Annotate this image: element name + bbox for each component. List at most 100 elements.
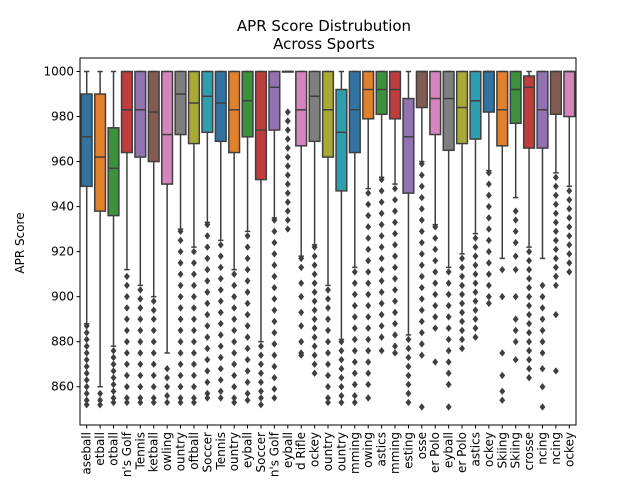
outlier-point xyxy=(298,351,305,359)
outlier-point xyxy=(445,358,452,366)
outlier-point xyxy=(485,214,492,222)
outlier-point xyxy=(485,169,492,177)
outlier-point xyxy=(485,247,492,256)
outlier-point xyxy=(123,315,130,323)
outlier-point xyxy=(405,362,412,371)
x-tick-label: otball xyxy=(107,432,121,466)
outlier-point xyxy=(244,299,251,308)
outlier-point xyxy=(418,329,425,337)
outlier-point xyxy=(123,326,130,335)
outlier-point xyxy=(459,263,465,272)
outlier-point xyxy=(351,279,358,287)
outlier-point xyxy=(392,263,398,272)
outlier-point xyxy=(552,272,559,281)
iqr-box xyxy=(509,70,522,125)
iqr-box xyxy=(147,70,160,163)
iqr-box xyxy=(522,75,536,149)
box-34 xyxy=(536,70,549,411)
outlier-point xyxy=(123,349,130,357)
outlier-point xyxy=(164,365,171,373)
outlier-point xyxy=(244,322,251,330)
outlier-point xyxy=(365,335,372,344)
outlier-point xyxy=(392,286,398,294)
outlier-point xyxy=(418,306,425,314)
outlier-point xyxy=(552,245,559,254)
box-17 xyxy=(308,70,321,377)
outlier-point xyxy=(338,374,345,382)
outlier-point xyxy=(539,292,546,301)
x-tick-label: eyball xyxy=(442,432,456,468)
outlier-point xyxy=(204,394,211,402)
outlier-point xyxy=(110,398,117,407)
iqr-box xyxy=(442,70,455,152)
outlier-point xyxy=(191,398,197,407)
outlier-point xyxy=(271,374,278,382)
outlier-point xyxy=(258,351,264,359)
outlier-point xyxy=(445,347,452,355)
outlier-point xyxy=(459,335,465,344)
outlier-point xyxy=(526,247,533,256)
outlier-point xyxy=(378,333,385,341)
outlier-point xyxy=(552,227,559,236)
y-tick-label: 900 xyxy=(51,290,74,304)
x-tick-label: Tennis xyxy=(214,432,228,470)
outlier-point xyxy=(365,211,372,220)
outlier-point xyxy=(244,356,251,364)
box-25 xyxy=(415,70,428,411)
outlier-point xyxy=(432,256,439,265)
outlier-point xyxy=(432,358,439,366)
outlier-point xyxy=(204,288,211,296)
outlier-point xyxy=(445,279,452,287)
iqr-box xyxy=(496,70,509,147)
outlier-point xyxy=(418,182,425,191)
outlier-point xyxy=(566,196,573,204)
outlier-point xyxy=(418,272,425,281)
outlier-point xyxy=(526,283,533,292)
outlier-point xyxy=(258,360,264,368)
outlier-point xyxy=(365,223,372,231)
outlier-point xyxy=(392,274,398,283)
outlier-point xyxy=(231,398,238,407)
x-tick-label: n's Golf xyxy=(267,431,281,477)
box-20 xyxy=(348,70,361,407)
outlier-point xyxy=(137,383,144,391)
outlier-point xyxy=(539,326,546,335)
outlier-point xyxy=(298,279,305,287)
outlier-point xyxy=(351,335,358,344)
outlier-point xyxy=(445,290,452,299)
outlier-point xyxy=(191,371,197,380)
outlier-point xyxy=(539,281,546,290)
outlier-point xyxy=(150,360,157,368)
outlier-point xyxy=(191,315,197,323)
box-19 xyxy=(335,70,348,407)
x-tick-label: Tennis xyxy=(133,432,147,470)
box-0 xyxy=(80,70,93,409)
outlier-point xyxy=(365,200,372,209)
outlier-point xyxy=(258,369,264,377)
outlier-point xyxy=(338,365,345,373)
outlier-point xyxy=(177,304,184,312)
iqr-box xyxy=(388,70,402,120)
outlier-point xyxy=(191,247,197,256)
outlier-point xyxy=(365,268,372,276)
outlier-point xyxy=(392,349,398,357)
outlier-point xyxy=(365,301,372,310)
outlier-point xyxy=(566,241,573,249)
outlier-point xyxy=(284,153,291,161)
box-29 xyxy=(469,70,482,341)
outlier-point xyxy=(258,342,264,350)
box-2 xyxy=(107,70,120,407)
outlier-point xyxy=(405,398,412,407)
outlier-point xyxy=(191,259,197,267)
outlier-point xyxy=(459,254,465,263)
box-18 xyxy=(321,70,335,407)
outlier-point xyxy=(271,306,278,314)
outlier-point xyxy=(325,349,331,357)
iqr-box xyxy=(228,70,241,154)
x-tick-label: owling xyxy=(160,432,174,471)
outlier-point xyxy=(418,205,425,213)
outlier-point xyxy=(137,326,144,335)
outlier-point xyxy=(231,315,238,323)
x-tick-label: er Polo xyxy=(455,432,469,473)
outlier-point xyxy=(552,182,559,191)
